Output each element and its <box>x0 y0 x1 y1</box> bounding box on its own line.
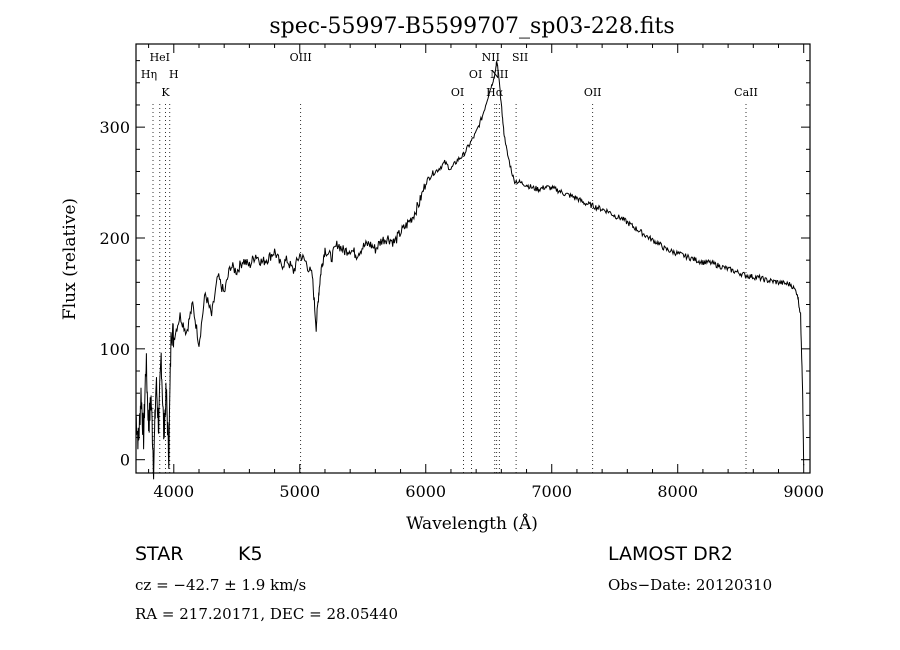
redshift-cz: cz = −42.7 ± 1.9 km/s <box>135 576 306 594</box>
spectrum-line <box>135 60 805 480</box>
line-marker-label: OI <box>469 68 482 81</box>
line-marker-label: K <box>161 86 170 99</box>
x-tick-label: 9000 <box>783 482 824 501</box>
spectrum-series <box>135 60 805 480</box>
survey-name: LAMOST DR2 <box>608 543 733 565</box>
line-marker-label: SII <box>512 51 528 64</box>
y-tick-label: 0 <box>120 451 130 470</box>
observation-date: Obs−Date: 20120310 <box>608 576 772 594</box>
y-axis-label: Flux (relative) <box>60 198 80 320</box>
line-marker-label: CaII <box>734 86 758 99</box>
x-tick-label: 6000 <box>405 482 446 501</box>
y-tick-label: 200 <box>99 229 130 248</box>
line-marker-label: NII <box>482 51 500 64</box>
y-axis: 0 100 200 300 <box>99 60 810 470</box>
x-tick-label: 5000 <box>279 482 320 501</box>
x-tick-label: 4000 <box>153 482 194 501</box>
x-axis: 4000 5000 6000 7000 8000 9000 <box>148 44 824 501</box>
line-marker-label: OII <box>584 86 602 99</box>
line-marker-label: OI <box>451 86 464 99</box>
line-marker-label: HeI <box>150 51 170 64</box>
line-marker-label: Hη <box>141 68 157 81</box>
coordinates: RA = 217.20171, DEC = 28.05440 <box>135 605 398 623</box>
x-tick-label: 8000 <box>657 482 698 501</box>
y-tick-label: 300 <box>99 118 130 137</box>
spectral-subclass: K5 <box>238 543 263 565</box>
y-tick-label: 100 <box>99 340 130 359</box>
plot-frame <box>135 43 811 474</box>
chart-title: spec-55997-B5599707_sp03-228.fits <box>269 14 674 39</box>
line-marker-label: OIII <box>290 51 312 64</box>
x-axis-label: Wavelength (Å) <box>406 513 538 534</box>
x-tick-label: 7000 <box>531 482 572 501</box>
object-class: STAR <box>135 543 183 565</box>
line-marker-label: H <box>169 68 179 81</box>
